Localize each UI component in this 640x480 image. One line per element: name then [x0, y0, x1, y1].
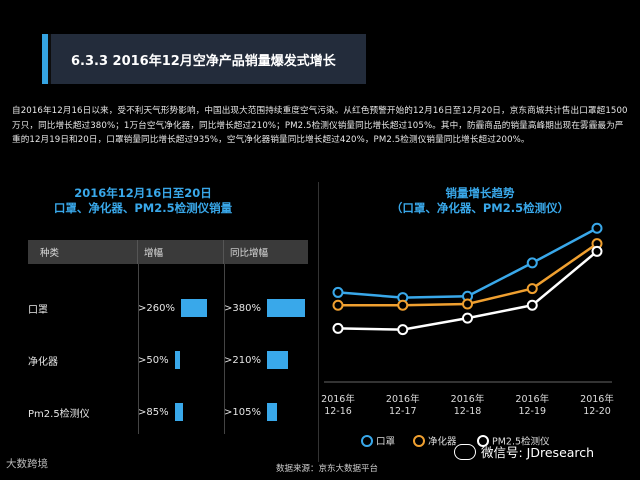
row-name: Pm2.5检测仪	[28, 408, 90, 420]
data-point	[462, 312, 473, 324]
title-accent-bar	[42, 34, 48, 84]
row-yoy: >380%	[224, 302, 261, 314]
x-tick-label: 12-18	[454, 406, 482, 417]
data-point	[397, 299, 409, 311]
x-tick-label: 12-16	[324, 406, 352, 417]
legend-marker	[477, 435, 489, 447]
x-tick-label: 12-20	[583, 406, 611, 417]
data-point	[332, 299, 344, 311]
row-name: 口罩	[28, 304, 48, 316]
sales-table: 种类 增幅 同比增幅 口罩 >260% >380% 净化器 >50% >210%…	[28, 240, 308, 434]
wechat-icon	[454, 443, 476, 460]
data-point	[462, 298, 473, 310]
data-point	[526, 257, 538, 269]
yoy-bar	[266, 351, 288, 369]
legend-label: 净化器	[428, 436, 457, 448]
table-divider	[138, 264, 139, 434]
row-yoy: >210%	[224, 354, 261, 366]
row-yoy: >105%	[224, 406, 261, 418]
brand-logo: 大数跨境	[6, 456, 48, 471]
yoy-bar	[266, 403, 278, 421]
yoy-bar	[266, 299, 305, 317]
watermark-text: 微信号: JDresearch	[481, 445, 595, 460]
left-heading-line2: 口罩、净化器、PM2.5检测仪销量	[53, 201, 233, 215]
data-point	[332, 322, 344, 334]
x-tick-label: 2016年	[515, 393, 549, 405]
increase-bar	[174, 351, 180, 369]
right-heading-line1: 销量增长趋势	[445, 186, 515, 200]
x-tick-label: 2016年	[451, 393, 485, 405]
table-row: Pm2.5检测仪 >85% >105%	[28, 400, 308, 424]
legend-label: PM2.5检测仪	[492, 436, 550, 448]
data-point	[332, 286, 344, 298]
brand-logo-text: 大数跨境	[6, 458, 48, 470]
x-tick-label: 12-17	[389, 406, 417, 417]
right-heading-line2: （口罩、净化器、PM2.5检测仪）	[390, 201, 570, 215]
right-heading: 销量增长趋势 （口罩、净化器、PM2.5检测仪）	[330, 186, 630, 216]
legend-marker	[413, 435, 425, 447]
data-point	[397, 324, 409, 336]
header-category: 种类	[28, 240, 138, 264]
row-increase: >85%	[138, 406, 169, 418]
series-line	[337, 227, 598, 299]
x-tick-label: 2016年	[386, 393, 420, 405]
x-tick-label: 2016年	[321, 393, 355, 405]
data-source: 数据来源：京东大数据平台	[276, 464, 379, 474]
wechat-watermark: 微信号: JDresearch	[454, 442, 594, 461]
left-heading-line1: 2016年12月16日至20日	[74, 186, 212, 200]
legend-label: 口罩	[376, 437, 395, 448]
legend-marker	[361, 435, 373, 447]
data-point	[526, 283, 538, 295]
header-yoy: 同比增幅	[230, 248, 269, 259]
intro-paragraph: 自2016年12月16日以来，受不利天气形势影响，中国出现大范围持续重度空气污染…	[12, 106, 628, 145]
table-row: 净化器 >50% >210%	[28, 348, 308, 372]
title-box: 6.3.3 2016年12月空净产品销量爆发式增长	[48, 34, 366, 84]
table-header: 种类 增幅 同比增幅	[28, 240, 308, 264]
table-row: 口罩 >260% >380%	[28, 296, 308, 320]
data-point	[591, 245, 603, 257]
row-increase: >50%	[138, 354, 169, 366]
left-heading: 2016年12月16日至20日 口罩、净化器、PM2.5检测仪销量	[28, 186, 258, 216]
x-tick-label: 2016年	[580, 393, 614, 405]
increase-bar	[180, 299, 207, 317]
page-title: 6.3.3 2016年12月空净产品销量爆发式增长	[71, 53, 336, 69]
section-divider	[318, 182, 319, 462]
row-increase: >260%	[138, 302, 175, 314]
table-divider	[224, 264, 225, 434]
increase-bar	[174, 403, 184, 421]
row-name: 净化器	[28, 356, 58, 368]
data-point	[591, 222, 603, 234]
x-tick-label: 12-19	[518, 406, 546, 417]
header-increase: 增幅	[138, 240, 224, 264]
data-point	[526, 299, 538, 311]
